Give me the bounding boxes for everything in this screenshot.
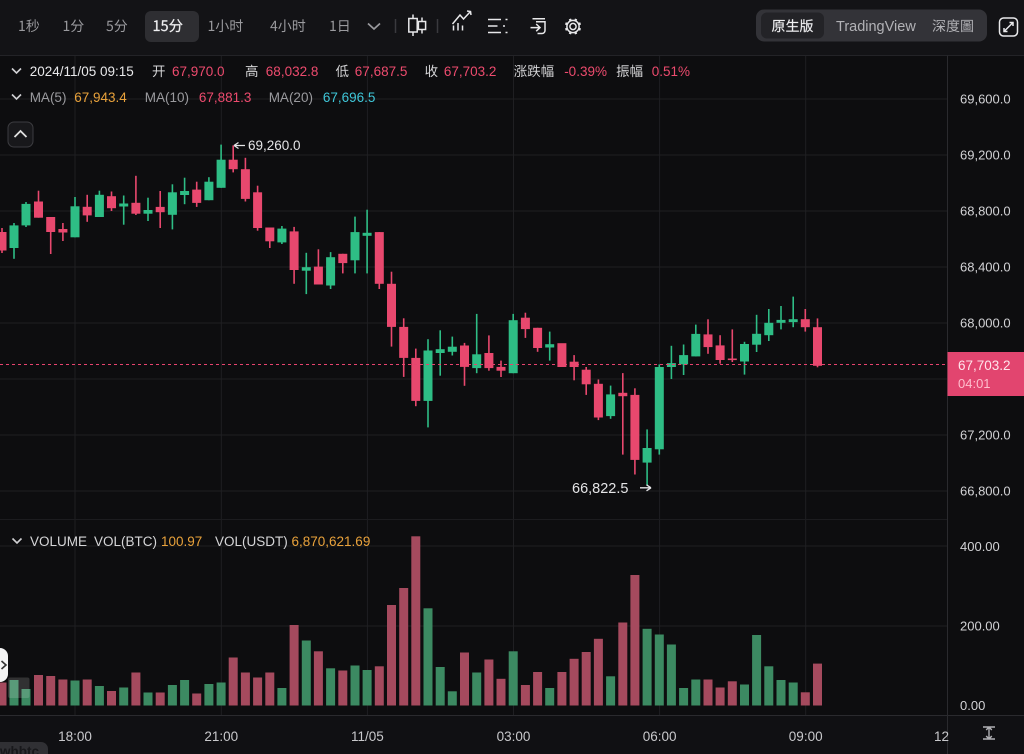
svg-text:67,943.4: 67,943.4 bbox=[74, 90, 127, 105]
svg-text:67,200.0: 67,200.0 bbox=[960, 428, 1011, 443]
svg-text:6,870,621.69: 6,870,621.69 bbox=[292, 534, 371, 549]
svg-text:09:00: 09:00 bbox=[789, 729, 823, 744]
svg-text:69,200.0: 69,200.0 bbox=[960, 148, 1011, 163]
svg-text:TradingView: TradingView bbox=[836, 19, 916, 35]
svg-text:18:00: 18:00 bbox=[58, 729, 92, 744]
svg-text:400.00: 400.00 bbox=[960, 539, 1000, 554]
svg-text:67,687.5: 67,687.5 bbox=[355, 64, 408, 79]
svg-text:68,000.0: 68,000.0 bbox=[960, 316, 1011, 331]
svg-text:whbtc: whbtc bbox=[0, 744, 39, 754]
svg-text:66,822.5: 66,822.5 bbox=[572, 481, 628, 497]
svg-text:68,800.0: 68,800.0 bbox=[960, 204, 1011, 219]
svg-text:0.51%: 0.51% bbox=[652, 64, 690, 79]
svg-text:68,400.0: 68,400.0 bbox=[960, 260, 1011, 275]
svg-text:VOL(USDT): VOL(USDT) bbox=[215, 534, 288, 549]
svg-text:03:00: 03:00 bbox=[497, 729, 531, 744]
svg-text:06:00: 06:00 bbox=[643, 729, 677, 744]
svg-text:69,260.0: 69,260.0 bbox=[248, 138, 301, 153]
svg-text:11/05: 11/05 bbox=[351, 729, 384, 744]
svg-text:04:01: 04:01 bbox=[958, 376, 991, 391]
svg-text:67,703.2: 67,703.2 bbox=[958, 358, 1011, 373]
svg-text:12: 12 bbox=[934, 729, 949, 744]
svg-text:-0.39%: -0.39% bbox=[564, 64, 607, 79]
svg-text:0.00: 0.00 bbox=[960, 698, 985, 713]
svg-text:69,600.0: 69,600.0 bbox=[960, 92, 1011, 107]
svg-text:MA(20): MA(20) bbox=[269, 90, 313, 105]
svg-text:200.00: 200.00 bbox=[960, 619, 1000, 634]
svg-text:2024/11/05 09:15: 2024/11/05 09:15 bbox=[30, 64, 134, 79]
svg-text:67,970.0: 67,970.0 bbox=[172, 64, 225, 79]
svg-text:MA(5): MA(5) bbox=[30, 90, 67, 105]
svg-text:67,703.2: 67,703.2 bbox=[444, 64, 497, 79]
svg-text:66,800.0: 66,800.0 bbox=[960, 484, 1011, 499]
svg-text:21:00: 21:00 bbox=[204, 729, 238, 744]
svg-text:MA(10): MA(10) bbox=[145, 90, 189, 105]
svg-text:68,032.8: 68,032.8 bbox=[266, 64, 319, 79]
svg-text:VOL(BTC): VOL(BTC) bbox=[94, 534, 157, 549]
svg-text:100.97: 100.97 bbox=[161, 534, 202, 549]
svg-text:67,881.3: 67,881.3 bbox=[199, 90, 252, 105]
svg-text:VOLUME: VOLUME bbox=[30, 534, 87, 549]
svg-text:67,696.5: 67,696.5 bbox=[323, 90, 376, 105]
